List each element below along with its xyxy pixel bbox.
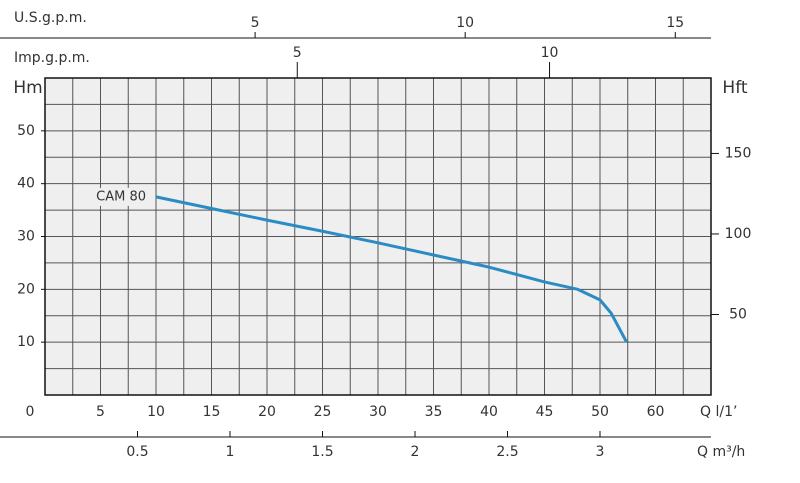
x-tick-label: 45	[536, 404, 554, 420]
x-tick-label: 60	[647, 404, 665, 420]
top-axis-label: U.S.g.p.m.	[14, 10, 87, 26]
x-axis-label: Q l/1’	[700, 404, 737, 420]
y2-tick-label: 150	[725, 145, 752, 161]
top-axis-tick-label: 10	[541, 45, 559, 61]
bottom-axis2-tick-label: 2	[411, 444, 420, 460]
y-tick-label: 40	[17, 176, 35, 192]
y-tick-label: 20	[17, 281, 35, 297]
x-tick-label: 15	[203, 404, 221, 420]
bottom-axis2-tick-label: 1.5	[311, 444, 333, 460]
top-axis-tick-label: 15	[666, 15, 684, 31]
x-tick-label: 0	[26, 404, 35, 420]
bottom-axis2-tick-label: 3	[596, 444, 605, 460]
y-tick-label: 30	[17, 229, 35, 245]
x-tick-label: 50	[591, 404, 609, 420]
top-axis-label: Imp.g.p.m.	[14, 50, 90, 66]
top-axis-tick-label: 10	[456, 15, 474, 31]
top-axis-tick-label: 5	[251, 15, 260, 31]
x2-axis-label: Q m³/h	[697, 444, 745, 460]
bottom-axis2-tick-label: 2.5	[496, 444, 518, 460]
series-label-bg	[92, 187, 148, 206]
y-tick-label: 10	[17, 334, 35, 350]
top-axis-tick-label: 5	[293, 45, 302, 61]
x-tick-label: 10	[147, 404, 165, 420]
y2-tick-label: 100	[725, 226, 752, 242]
x-tick-label: 20	[258, 404, 276, 420]
series-line	[155, 195, 628, 343]
x-tick-label: 5	[96, 404, 105, 420]
bottom-axis2-tick-label: 1	[226, 444, 235, 460]
y-tick-label: 50	[17, 123, 35, 139]
x-tick-label: 35	[425, 404, 443, 420]
x-tick-label: 40	[480, 404, 498, 420]
series-label: CAM 80	[96, 189, 146, 204]
x-tick-label: 25	[314, 404, 332, 420]
y-axis-label: Hm	[13, 78, 42, 98]
bottom-axis2-tick-label: 0.5	[126, 444, 148, 460]
y2-tick-label: 50	[729, 306, 747, 322]
x-tick-label: 30	[369, 404, 387, 420]
y2-axis-label: Hft	[722, 78, 747, 98]
